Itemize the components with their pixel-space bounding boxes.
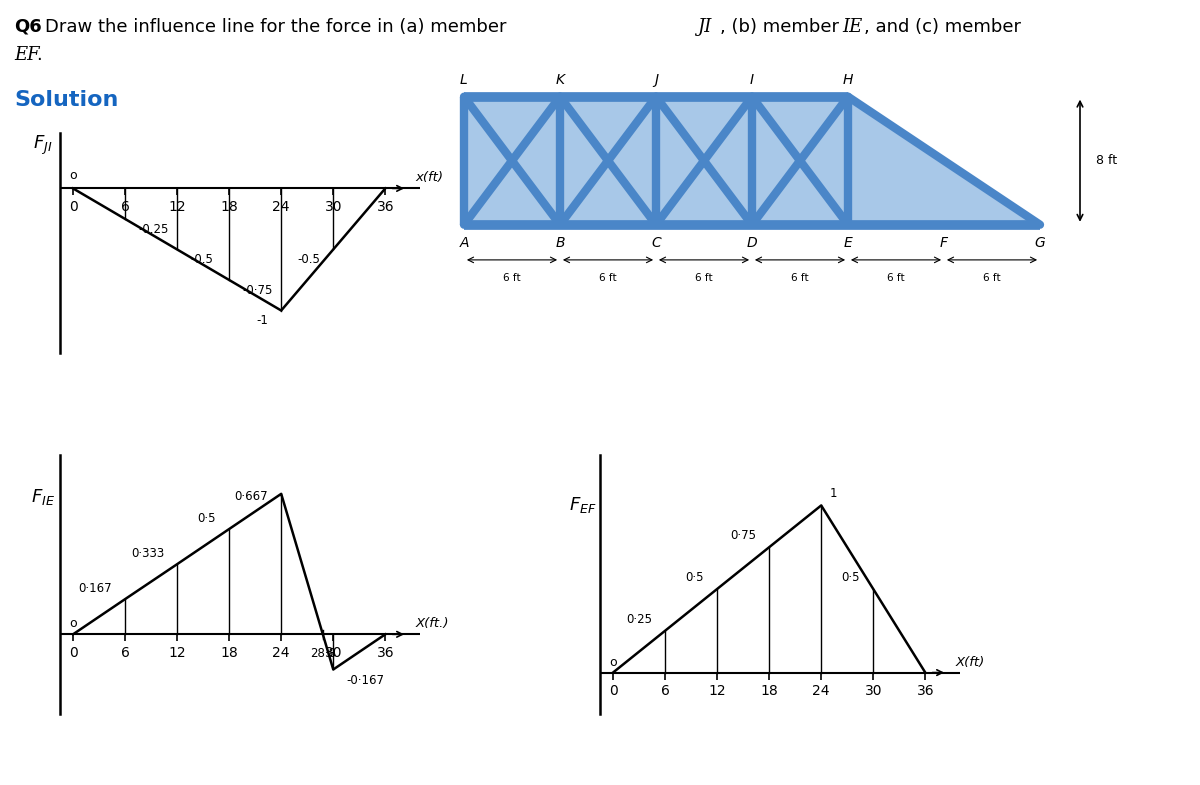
Text: , (b) member: , (b) member (720, 18, 839, 36)
Text: B: B (556, 236, 565, 250)
Text: C: C (652, 236, 661, 250)
Text: Solution: Solution (14, 90, 119, 110)
Text: H: H (842, 73, 853, 87)
Text: x(ft): x(ft) (415, 170, 444, 184)
Polygon shape (464, 97, 560, 225)
Text: J: J (654, 73, 658, 87)
Text: -1: -1 (257, 314, 268, 327)
Text: -0.5: -0.5 (298, 253, 320, 266)
Text: 0·5: 0·5 (198, 512, 216, 525)
Text: 6 ft: 6 ft (695, 272, 713, 283)
Polygon shape (752, 97, 848, 225)
Text: G: G (1034, 236, 1045, 250)
Text: $F_{IE}$: $F_{IE}$ (31, 487, 55, 507)
Text: Draw the influence line for the force in (a) member: Draw the influence line for the force in… (46, 18, 506, 36)
Text: A: A (460, 236, 469, 250)
Text: 0·167: 0·167 (78, 582, 112, 595)
Text: 1: 1 (830, 487, 838, 500)
Text: -0.25: -0.25 (138, 223, 168, 235)
Text: 6 ft: 6 ft (791, 272, 809, 283)
Text: 6 ft: 6 ft (599, 272, 617, 283)
Text: 0·5: 0·5 (841, 571, 860, 584)
Text: o: o (70, 170, 77, 182)
Text: 8 ft: 8 ft (1096, 154, 1117, 167)
Text: IE: IE (842, 18, 863, 36)
Text: EF: EF (14, 46, 40, 64)
Text: $F_{JI}$: $F_{JI}$ (32, 134, 53, 157)
Text: .: . (36, 46, 42, 64)
Text: L: L (460, 73, 468, 87)
Text: F: F (940, 236, 948, 250)
Text: o: o (610, 656, 617, 670)
Text: 0·5: 0·5 (685, 571, 704, 584)
Text: -0·75: -0·75 (242, 283, 272, 297)
Text: 0·333: 0·333 (131, 547, 164, 560)
Text: 0·25: 0·25 (626, 613, 652, 626)
Text: E: E (844, 236, 852, 250)
Text: 0·667: 0·667 (234, 490, 268, 502)
Text: , and (c) member: , and (c) member (864, 18, 1021, 36)
Text: K: K (556, 73, 564, 87)
Polygon shape (656, 97, 752, 225)
Text: JI: JI (697, 18, 712, 36)
Polygon shape (848, 97, 1040, 225)
Text: Q6: Q6 (14, 18, 42, 36)
Text: -0.5: -0.5 (190, 253, 212, 266)
Text: X(ft.): X(ft.) (415, 617, 449, 630)
Text: D: D (746, 236, 757, 250)
Text: X(ft): X(ft) (955, 656, 985, 670)
Text: 6 ft: 6 ft (887, 272, 905, 283)
Text: 6 ft: 6 ft (503, 272, 521, 283)
Text: o: o (70, 617, 77, 630)
Polygon shape (560, 97, 656, 225)
Text: I: I (750, 73, 754, 87)
Text: 28·8: 28·8 (310, 647, 336, 660)
Text: -0·167: -0·167 (347, 674, 384, 687)
Text: $F_{EF}$: $F_{EF}$ (569, 495, 596, 516)
Text: 6 ft: 6 ft (983, 272, 1001, 283)
Text: 0·75: 0·75 (730, 529, 756, 542)
